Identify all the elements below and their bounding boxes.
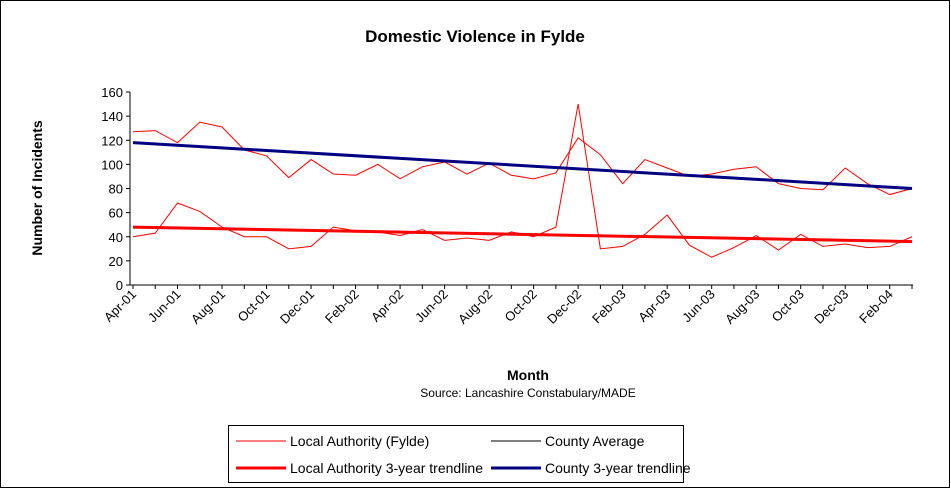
x-axis-label: Month — [507, 367, 549, 383]
source-note: Source: Lancashire Constabulary/MADE — [420, 386, 635, 400]
y-tick-label: 100 — [101, 157, 123, 172]
trendline — [132, 225, 913, 244]
trendline — [132, 141, 913, 190]
y-tick-label: 120 — [101, 133, 123, 148]
data-line — [132, 121, 913, 196]
legend-label: Local Authority 3-year trendline — [290, 460, 483, 476]
chart-title: Domestic Violence in Fylde — [365, 27, 585, 46]
legend-label: County 3-year trendline — [545, 460, 691, 476]
y-tick-label: 80 — [109, 182, 123, 197]
legend — [228, 425, 684, 483]
y-tick-label: 160 — [101, 85, 123, 100]
y-tick-label: 60 — [109, 206, 123, 221]
legend-label: Local Authority (Fylde) — [290, 433, 429, 449]
y-axis-label: Number of Incidents — [29, 120, 45, 256]
y-tick-label: 140 — [101, 109, 123, 124]
y-tick-label: 0 — [116, 278, 123, 293]
y-tick-label: 20 — [109, 254, 123, 269]
y-tick-label: 40 — [109, 230, 123, 245]
legend-label: County Average — [545, 433, 645, 449]
